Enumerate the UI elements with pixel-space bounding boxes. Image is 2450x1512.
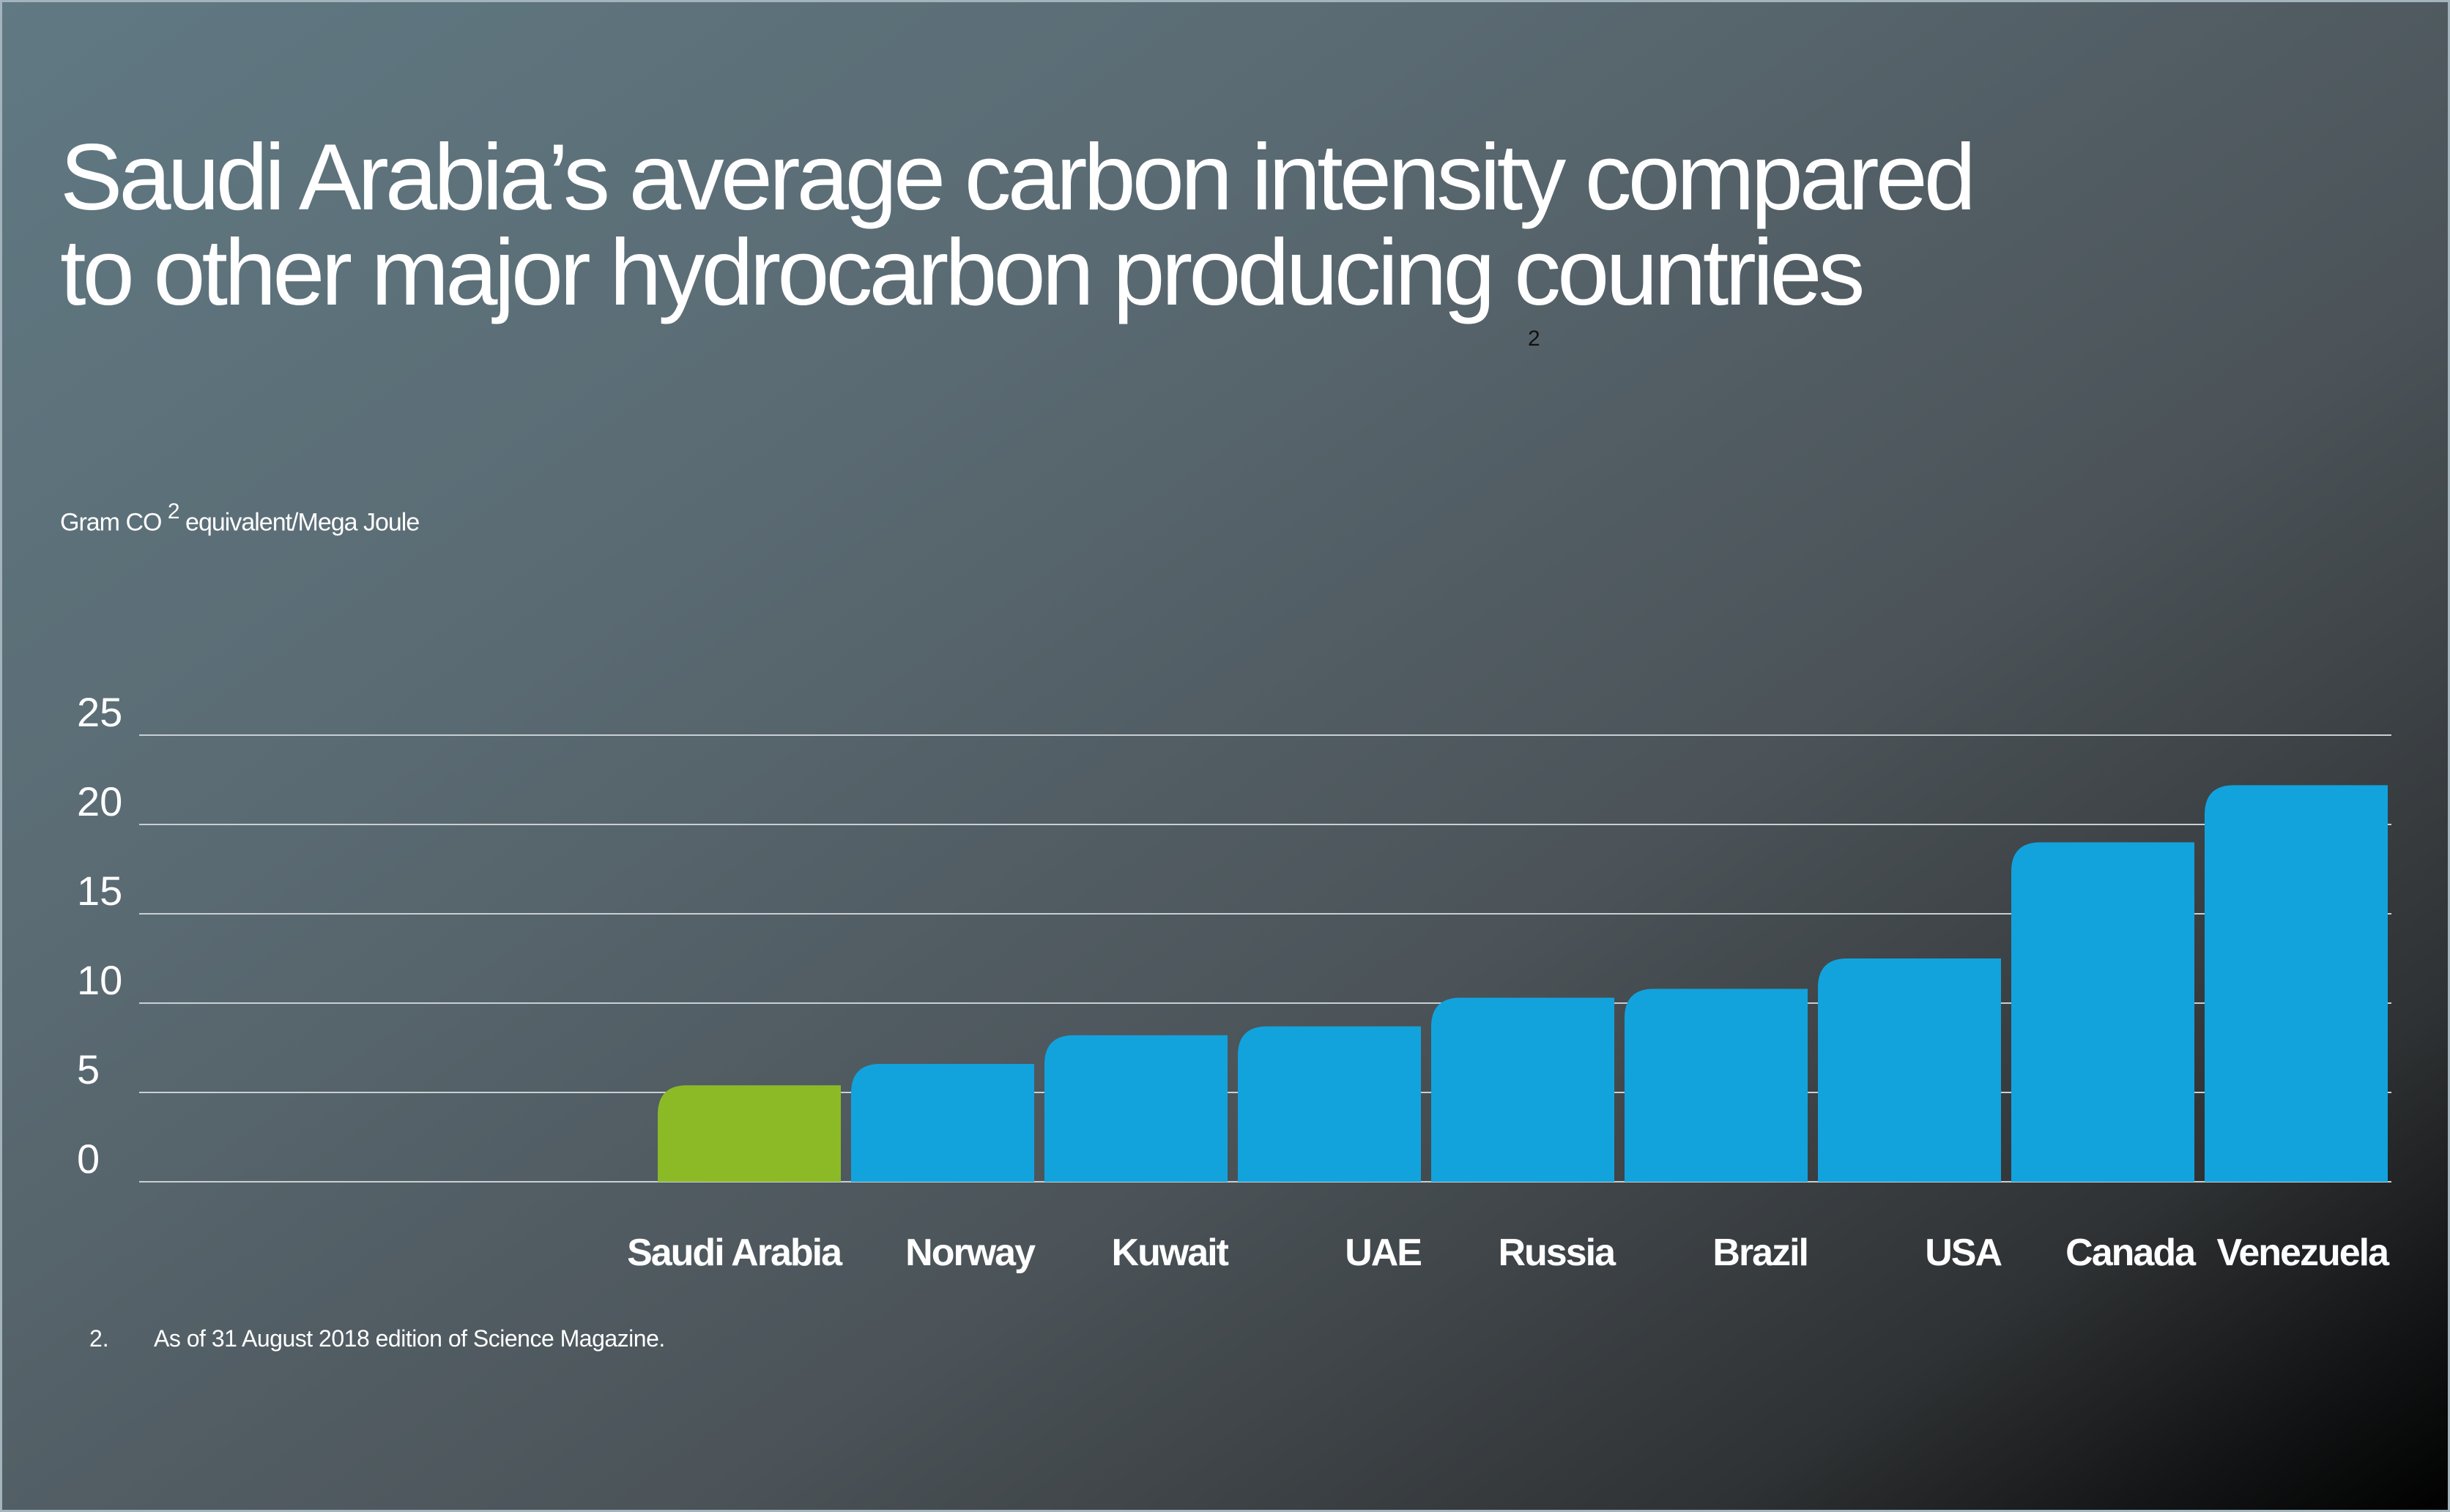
y-tick-label: 25 (77, 689, 122, 735)
category-label: Norway (905, 1232, 1036, 1274)
chart-title-line-1: Saudi Arabia’s average carbon intensity … (60, 125, 1976, 230)
y-tick-label: 10 (77, 957, 122, 1003)
bar-venezuela (2205, 785, 2388, 1182)
category-label: Kuwait (1112, 1232, 1229, 1274)
unit-label-prefix: Gram CO (60, 508, 162, 537)
chart-title-line-2: to other major hydrocarbon producing cou… (60, 220, 1865, 325)
y-tick-label: 0 (77, 1136, 100, 1182)
bar-uae (1238, 1026, 1421, 1182)
chart-title: Saudi Arabia’s average carbon intensity … (60, 130, 1976, 321)
footnote-text: As of 31 August 2018 edition of Science … (154, 1325, 665, 1352)
bar-usa (1818, 958, 2001, 1182)
bar-saudi-arabia (658, 1085, 841, 1182)
title-reference-marker: 2 (1528, 327, 1540, 351)
y-tick-label: 15 (77, 868, 122, 914)
bar-kuwait (1044, 1035, 1228, 1182)
category-label: UAE (1345, 1232, 1421, 1274)
category-label: USA (1925, 1232, 2002, 1274)
y-tick-label: 5 (77, 1046, 100, 1092)
y-tick-label: 20 (77, 778, 122, 824)
y-axis-unit-label: Gram CO 2 equivalent/Mega Joule (60, 499, 420, 537)
footnote-number: 2. (89, 1325, 109, 1352)
unit-label-subscript: 2 (167, 499, 180, 524)
category-label: Brazil (1712, 1232, 1808, 1274)
category-label: Venezuela (2217, 1232, 2391, 1274)
category-label: Russia (1498, 1232, 1616, 1274)
bar-norway (851, 1063, 1034, 1182)
category-label: Saudi Arabia (627, 1232, 843, 1274)
bar-brazil (1625, 988, 1808, 1182)
category-label: Canada (2065, 1232, 2197, 1274)
unit-label-suffix: equivalent/Mega Joule (179, 508, 420, 537)
bar-russia (1431, 997, 1614, 1182)
bar-canada (2011, 842, 2194, 1182)
